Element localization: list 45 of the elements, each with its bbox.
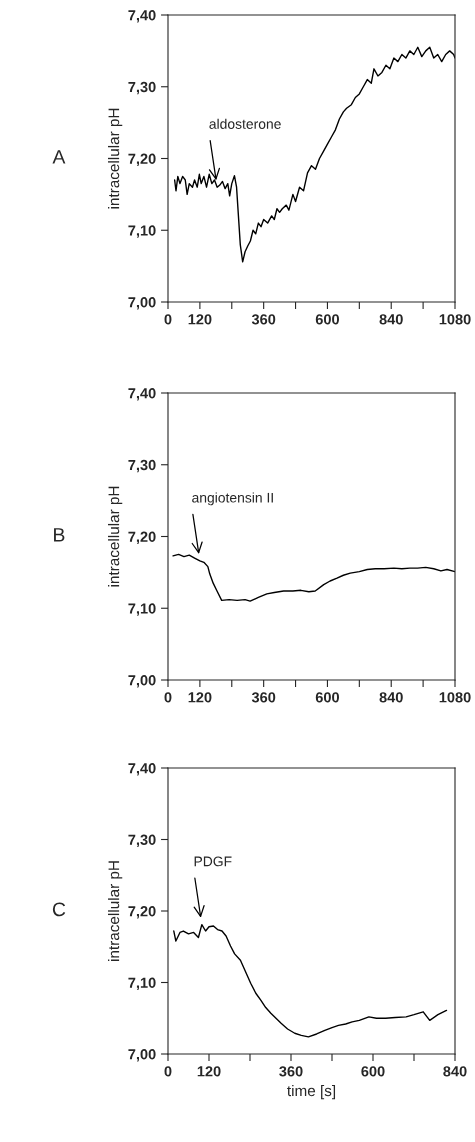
y-tick-label: 7,30	[128, 834, 156, 848]
x-tick-label: 0	[164, 314, 172, 325]
x-tick-label: 600	[361, 1066, 385, 1077]
line-series	[173, 923, 448, 1038]
y-tick-label: 7,20	[128, 153, 156, 167]
y-tick-label: 7,10	[128, 977, 156, 991]
x-tick-label: 840	[379, 314, 403, 325]
x-tick-label: 1080	[439, 314, 471, 325]
y-tick-label: 7,40	[128, 10, 156, 23]
y-tick-label: 7,20	[128, 906, 156, 919]
x-tick-label: 600	[315, 314, 340, 325]
x-tick-label: 600	[315, 692, 340, 703]
x-tick-label: 120	[197, 1066, 221, 1077]
x-tick-label: 360	[251, 314, 276, 325]
line-series	[173, 46, 455, 263]
x-tick-label: 840	[379, 692, 403, 703]
y-tick-label: 7,40	[128, 388, 156, 401]
text: C	[52, 902, 66, 917]
y-tick-label: 7,10	[128, 603, 156, 616]
text: A	[52, 150, 66, 164]
y-tick-label: 7,30	[128, 459, 156, 473]
y-tick-label: 7,00	[128, 675, 156, 688]
x-tick-label: 1080	[439, 692, 471, 703]
y-tick-label: 7,00	[128, 1049, 156, 1062]
annotation: aldosterone	[209, 118, 281, 129]
annotation: PDGF	[194, 856, 232, 867]
y-tick-label: 7,30	[128, 81, 156, 95]
y-tick-label: 7,00	[128, 297, 156, 310]
annotation: angiotensin II	[192, 492, 273, 506]
x-tick-label: 0	[164, 1066, 172, 1077]
x-tick-label: 840	[443, 1066, 467, 1077]
text: B	[54, 528, 65, 542]
y-tick-label: 7,20	[128, 531, 156, 545]
y-tick-label: 7,40	[128, 763, 156, 776]
x-tick-label: 120	[188, 314, 212, 325]
x-tick-label: 360	[251, 692, 276, 703]
y-tick-label: 7,10	[128, 225, 156, 238]
x-axis-title: time [s]	[287, 1084, 336, 1100]
y-axis-title: intracellular pH	[108, 486, 123, 587]
y-axis-title: intracellular pH	[108, 108, 123, 209]
x-tick-label: 360	[279, 1066, 303, 1077]
line-series	[172, 553, 455, 602]
x-tick-label: 0	[164, 692, 172, 703]
x-tick-label: 120	[188, 692, 212, 703]
y-axis-title: intracellular pH	[108, 861, 123, 961]
